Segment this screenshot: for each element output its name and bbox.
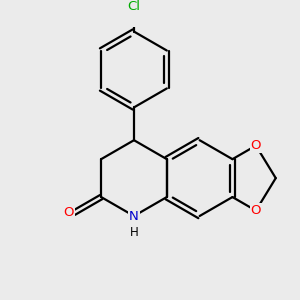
Text: O: O: [250, 139, 261, 152]
Text: H: H: [130, 226, 138, 239]
Text: Cl: Cl: [128, 0, 140, 13]
Text: O: O: [250, 204, 261, 217]
Text: O: O: [63, 206, 74, 219]
Text: N: N: [129, 209, 139, 223]
